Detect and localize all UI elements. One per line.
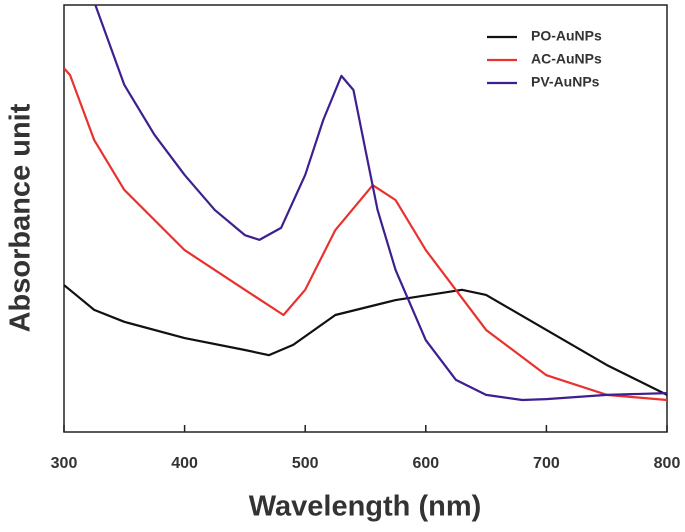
legend-label: PV-AuNPs — [531, 74, 600, 90]
y-axis-label: Absorbance unit — [5, 103, 37, 332]
x-tick-label: 800 — [654, 455, 681, 472]
x-tick-label: 500 — [292, 455, 319, 472]
legend-label: PO-AuNPs — [531, 28, 602, 44]
x-tick-label: 300 — [51, 455, 78, 472]
series-line — [94, 5, 667, 402]
x-tick-label: 700 — [533, 455, 560, 472]
plot-frame — [63, 4, 668, 433]
legend-label: AC-AuNPs — [531, 51, 602, 67]
series-line — [64, 67, 667, 402]
x-tick-label: 400 — [171, 455, 198, 472]
x-axis-label: Wavelength (nm) — [249, 491, 482, 523]
x-tick-label: 600 — [412, 455, 439, 472]
series-line — [64, 284, 667, 396]
lines — [64, 5, 667, 402]
